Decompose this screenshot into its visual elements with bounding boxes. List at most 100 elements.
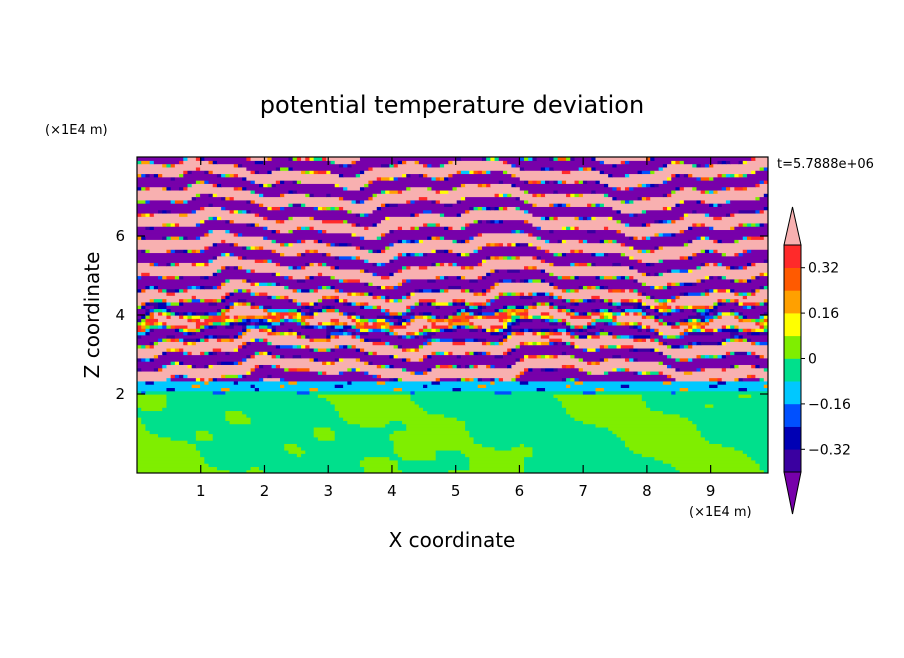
- contour-cell: [330, 331, 344, 336]
- contour-cell: [738, 315, 744, 319]
- contour-cell: [313, 311, 319, 316]
- contour-cell: [608, 301, 613, 306]
- contour-cell: [582, 298, 588, 303]
- contour-cell: [250, 321, 256, 326]
- contour-cell: [204, 249, 273, 254]
- contour-cell: [183, 315, 189, 319]
- contour-cell: [683, 199, 698, 204]
- contour-cell: [439, 236, 445, 240]
- contour-cell: [620, 199, 626, 204]
- contour-cell: [296, 298, 319, 303]
- contour-cell: [397, 255, 487, 260]
- contour-cell: [742, 328, 748, 333]
- contour-cell: [301, 203, 306, 207]
- contour-cell: [368, 321, 374, 326]
- contour-cell: [292, 298, 298, 303]
- contour-cell: [263, 377, 281, 382]
- contour-cell: [582, 166, 588, 171]
- contour-cell: [477, 384, 487, 389]
- contour-cell: [456, 311, 462, 316]
- contour-cell: [532, 331, 538, 336]
- contour-cell: [700, 163, 706, 168]
- contour-cell: [763, 321, 768, 326]
- contour-cell: [364, 186, 407, 191]
- contour-cell: [599, 328, 605, 333]
- contour-cell: [216, 301, 231, 306]
- contour-cell: [608, 285, 651, 290]
- contour-cell: [688, 318, 693, 323]
- contour-cell: [481, 341, 487, 346]
- contour-cell: [696, 318, 702, 323]
- contour-cell: [557, 308, 563, 313]
- contour-cell: [221, 196, 226, 201]
- contour-cell: [309, 193, 315, 198]
- contour-cell: [603, 183, 609, 188]
- contour-cell: [540, 278, 546, 283]
- contour-cell: [465, 275, 479, 280]
- contour-cell: [498, 282, 550, 286]
- contour-cell: [174, 361, 180, 365]
- contour-cell: [368, 183, 462, 188]
- contour-cell: [330, 160, 336, 165]
- contour-cell: [200, 236, 264, 240]
- contour-cell: [696, 426, 768, 431]
- contour-cell: [641, 259, 660, 263]
- contour-cell: [137, 295, 193, 300]
- contour-cell: [650, 285, 656, 290]
- contour-cell: [385, 324, 390, 329]
- contour-cell: [380, 275, 390, 280]
- contour-cell: [742, 315, 748, 319]
- contour-cell: [469, 305, 475, 310]
- contour-cell: [296, 443, 395, 448]
- contour-cell: [721, 338, 727, 342]
- contour-cell: [667, 344, 672, 349]
- contour-cell: [536, 245, 542, 250]
- contour-cell: [212, 315, 222, 319]
- contour-cell: [162, 324, 168, 329]
- contour-cell: [406, 357, 412, 362]
- contour-cell: [271, 157, 290, 161]
- contour-cell: [763, 298, 768, 303]
- contour-cell: [654, 318, 660, 323]
- contour-cell: [465, 420, 584, 425]
- contour-cell: [502, 278, 512, 283]
- contour-cell: [650, 407, 768, 412]
- contour-cell: [326, 347, 332, 352]
- contour-cell: [721, 186, 727, 191]
- contour-cell: [721, 160, 727, 165]
- contour-cell: [570, 328, 580, 333]
- contour-cell: [254, 259, 264, 263]
- contour-cell: [654, 298, 660, 303]
- contour-cell: [137, 232, 205, 237]
- contour-cell: [174, 176, 243, 181]
- contour-cell: [137, 193, 197, 198]
- contour-cell: [208, 216, 214, 221]
- contour-cell: [616, 239, 689, 244]
- contour-cell: [725, 160, 731, 165]
- contour-cell: [410, 252, 416, 257]
- contour-cell: [305, 249, 311, 254]
- contour-cell: [448, 275, 458, 280]
- contour-cell: [511, 193, 534, 198]
- contour-cell: [486, 305, 504, 310]
- contour-cell: [511, 229, 517, 234]
- contour-cell: [536, 180, 542, 184]
- contour-cell: [221, 173, 226, 178]
- contour-cell: [309, 338, 315, 342]
- contour-cell: [486, 170, 491, 175]
- contour-cell: [755, 275, 761, 280]
- contour-cell: [717, 328, 723, 333]
- contour-cell: [364, 245, 386, 250]
- contour-cell: [549, 166, 555, 171]
- contour-cell: [364, 361, 369, 365]
- contour-cell: [322, 298, 336, 303]
- contour-cell: [275, 354, 281, 359]
- contour-cell: [284, 252, 298, 257]
- contour-cell: [662, 232, 672, 237]
- contour-cell: [221, 252, 226, 257]
- contour-cell: [494, 193, 500, 198]
- contour-cell: [486, 206, 491, 211]
- contour-cell: [574, 334, 580, 339]
- contour-cell: [755, 301, 761, 306]
- contour-cell: [536, 193, 542, 198]
